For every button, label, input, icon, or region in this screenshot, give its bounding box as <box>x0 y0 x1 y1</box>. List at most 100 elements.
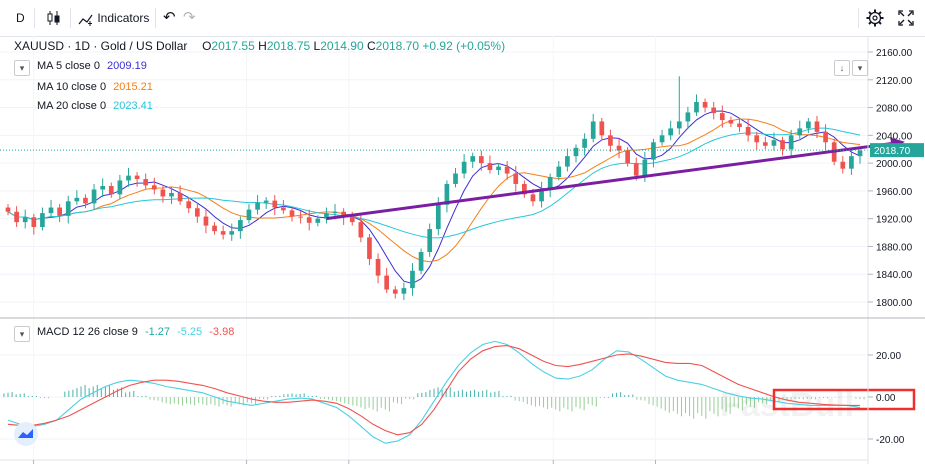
settings-button[interactable] <box>866 9 884 29</box>
candle-body <box>659 135 665 143</box>
candle-body <box>573 147 579 157</box>
macd-collapse-button[interactable]: ▾ <box>14 326 30 342</box>
candle-body <box>298 216 303 218</box>
candle-body <box>797 128 803 136</box>
candle-body <box>341 211 346 218</box>
fullscreen-button[interactable] <box>898 10 914 30</box>
macd-tick-label: 0.00 <box>876 393 896 404</box>
candle-body <box>306 217 312 223</box>
price-tick-label: 2040.00 <box>876 131 913 142</box>
candle-body <box>668 128 674 136</box>
ma20-legend: MA 20 close 0 2023.41 <box>37 100 153 112</box>
candle-body <box>685 112 691 122</box>
ma10-legend: MA 10 close 0 2015.21 <box>37 81 153 93</box>
ma20-label: MA 20 close 0 <box>37 100 107 112</box>
price-tick-label: 1800.00 <box>876 298 913 309</box>
candle-body <box>324 213 329 219</box>
candle-body <box>108 186 114 195</box>
candle-body <box>633 163 639 176</box>
interval-button[interactable]: D <box>16 11 25 25</box>
candle-body <box>91 189 97 204</box>
candle-body <box>289 210 295 217</box>
price-axis: 2160.00 2120.00 2080.00 2040.00 2000.00 1960.… <box>868 48 913 309</box>
indicators-label: Indicators <box>97 11 150 25</box>
candle-body <box>5 207 11 212</box>
tradingview-logo-icon[interactable] <box>14 422 38 446</box>
candle-body <box>737 123 742 127</box>
high-value: 2018.75 <box>266 39 311 53</box>
candle-body <box>212 225 217 232</box>
candle-body <box>513 173 519 184</box>
candle-body <box>651 142 656 160</box>
fullscreen-icon <box>898 10 914 26</box>
candlestick-series <box>5 76 863 300</box>
candle-body <box>728 120 734 124</box>
candle-body <box>616 145 622 151</box>
undo-button[interactable]: ↶ <box>163 9 176 26</box>
candle-body <box>539 189 544 202</box>
candle-body <box>186 201 192 209</box>
candle-body <box>694 102 699 113</box>
candle-body <box>814 121 820 132</box>
candle-body <box>31 217 37 227</box>
chart-canvas[interactable]: FastBull 2160.002120.002080.002040.00200… <box>0 36 925 464</box>
trendline[interactable] <box>326 141 896 221</box>
gear-icon <box>866 9 884 27</box>
candle-body <box>771 140 777 146</box>
candle-body <box>780 140 785 150</box>
candle-body <box>504 166 510 174</box>
candle-body <box>375 258 381 276</box>
candle-body <box>229 231 235 235</box>
candle-body <box>642 159 648 176</box>
candle-body <box>478 156 484 164</box>
chart-type-icon[interactable] <box>46 10 62 30</box>
signal-line <box>7 345 860 436</box>
candle-body <box>702 102 708 108</box>
candle-body <box>169 192 174 197</box>
ma20-value: 2023.41 <box>113 100 153 112</box>
highlight-box <box>772 388 916 411</box>
candle-body <box>160 189 166 197</box>
pane-menu-button[interactable]: ▾ <box>852 60 868 76</box>
candle-body <box>65 201 71 216</box>
candle-body <box>608 135 613 146</box>
price-tick-label: 1920.00 <box>876 215 913 226</box>
top-toolbar: D Indicators ↶ ↷ <box>0 0 925 37</box>
macd-tick-label: 20.00 <box>876 351 901 362</box>
price-tick-label: 2000.00 <box>876 159 913 170</box>
collapse-legend-button[interactable]: ▾ <box>14 60 30 76</box>
candle-body <box>194 208 200 217</box>
open-label: O <box>202 39 212 53</box>
price-tick-label: 1880.00 <box>876 242 913 253</box>
candle-body <box>117 180 123 195</box>
candle-body <box>590 121 596 139</box>
indicators-button[interactable]: Indicators <box>78 8 149 28</box>
price-tick-label: 2160.00 <box>876 48 913 59</box>
candle-body <box>857 150 863 157</box>
redo-button[interactable]: ↷ <box>183 9 196 26</box>
candle-body <box>823 131 828 143</box>
ma10-value: 2015.21 <box>113 81 153 93</box>
ma5-label: MA 5 close 0 <box>37 60 100 72</box>
price-tick-label: 2120.00 <box>876 76 913 87</box>
ma5-value: 2009.19 <box>107 60 147 72</box>
low-value: 2014.90 <box>320 39 364 53</box>
candle-body <box>719 113 725 121</box>
symbol-legend: XAUUSD · 1D · Gold / US Dollar O2017.55 … <box>14 39 505 53</box>
candle-body <box>177 192 183 202</box>
candle-body <box>762 142 768 146</box>
candle-body <box>83 197 88 204</box>
candle-body <box>40 213 45 227</box>
moving-average-lines <box>7 110 861 285</box>
ma5-legend: MA 5 close 0 2009.19 <box>37 60 147 72</box>
scroll-down-button[interactable]: ↓ <box>834 60 850 76</box>
candle-body <box>134 175 140 180</box>
macd-axis: 20.00 0.00 -20.00 <box>868 351 905 446</box>
candle-body <box>384 275 390 290</box>
candle-body <box>806 121 811 129</box>
candle-body <box>487 163 493 171</box>
grid-lines <box>0 36 868 460</box>
candle-body <box>263 200 269 203</box>
candle-body <box>427 229 433 252</box>
macd-tick-label: -20.00 <box>876 435 905 446</box>
